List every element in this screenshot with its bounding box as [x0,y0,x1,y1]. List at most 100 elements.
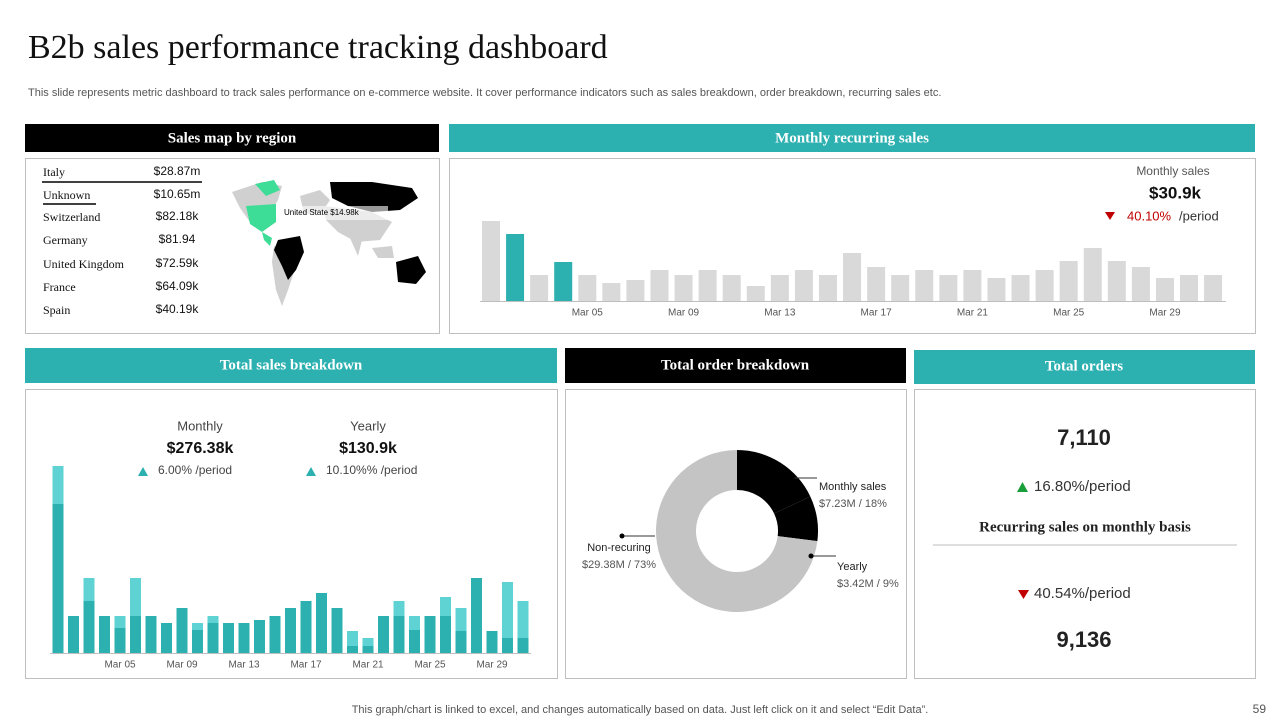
panel-title: Sales map by region [168,130,297,146]
panel-header [914,350,1255,384]
bar-segment [316,593,327,653]
bar-segment [52,504,64,653]
bar [770,275,789,301]
slice-label: $29.38M / 73% [582,559,656,571]
slice-label: $3.42M / 9% [837,578,899,590]
bar [818,275,837,301]
bar [1083,248,1102,301]
bar-segment [176,608,188,653]
bar-segment [83,578,95,601]
bar-segment [207,616,219,623]
bar-segment [517,638,529,653]
bar [963,270,982,301]
bar-segment [238,623,250,653]
map-label-bg [280,206,388,220]
page-number: 59 [1253,702,1267,716]
bar-segment [223,623,234,653]
bar-segment [192,623,203,630]
bar-segment [114,628,126,653]
region-name: Germany [43,233,88,247]
bar [530,275,549,301]
bar-segment [393,601,405,616]
subtitle: This slide represents metric dashboard t… [28,87,941,99]
bar-segment [486,631,498,653]
region-value: $64.09k [156,279,200,293]
bar [602,283,621,301]
bar-segment [331,608,343,653]
x-tick-label: Mar 13 [764,308,796,319]
bar-segment [114,616,126,628]
leader-dot [619,533,625,539]
bar-segment [254,620,265,653]
region-name: France [43,280,76,294]
bar [1059,261,1078,301]
orders-value2: 9,136 [1056,627,1111,652]
footer-note: This graph/chart is linked to excel, and… [352,704,929,716]
orders-subtitle: Recurring sales on monthly basis [979,519,1191,535]
bar [1155,278,1174,301]
bar [843,253,862,301]
up-arrow [1017,482,1028,492]
bar-segment [99,616,110,653]
metric-change: 40.10% [1127,208,1172,223]
bar-segment [393,616,405,653]
bar-segment [192,630,203,653]
metric-label: Yearly [350,418,386,433]
region-value: $82.18k [156,209,200,223]
orders-value: 7,110 [1057,425,1111,450]
region-name: Spain [43,303,70,317]
panel-header [25,348,557,383]
orders-change: 16.80%/period [1034,478,1131,495]
bar [1204,275,1223,301]
bar [674,275,693,301]
orders-change2: 40.54%/period [1034,585,1131,602]
slice-label: $7.23M / 18% [819,498,887,510]
region-name: United Kingdom [43,257,125,271]
bar [722,275,741,301]
bar [987,278,1006,301]
x-tick-label: Mar 17 [290,660,322,671]
leader-dot [808,553,814,559]
x-tick-label: Mar 13 [228,660,260,671]
bar-segment [347,646,358,653]
bar [1107,261,1126,301]
donut-slice [655,450,818,612]
bar-segment [83,601,95,653]
bar-segment [517,601,529,638]
metric-value: $30.9k [1149,183,1202,202]
map-label: United State $14.98k [284,208,360,217]
bar [578,275,597,301]
panel-title: Monthly recurring sales [775,130,929,146]
x-tick-label: Mar 29 [476,660,508,671]
bar-segment [455,631,467,653]
bar [867,267,886,301]
bar-segment [300,601,312,653]
bar [1131,267,1150,301]
bar [626,280,645,301]
bar-segment [502,638,513,653]
bar-segment [347,631,358,646]
bar-segment [269,616,281,653]
region-value: $81.94 [159,232,196,246]
bar [891,275,910,301]
bar-segment [52,466,64,504]
title: B2b sales performance tracking dashboard [28,29,608,66]
x-tick-label: Mar 09 [668,308,700,319]
region-name: Switzerland [43,210,100,224]
bar-segment [424,616,436,653]
bar-segment [409,630,420,653]
up-arrow [306,467,316,476]
x-tick-label: Mar 17 [861,308,893,319]
bar-segment [409,616,420,630]
donut-slice [737,450,811,514]
bar [746,286,765,301]
bar-segment [130,616,141,653]
region-name: Unknown [43,188,90,202]
bar-segment [362,638,374,646]
bar [650,270,669,301]
metric-value: $130.9k [339,440,397,457]
bar-segment [440,616,451,653]
down-arrow [1018,590,1029,599]
panel-header [25,124,439,152]
